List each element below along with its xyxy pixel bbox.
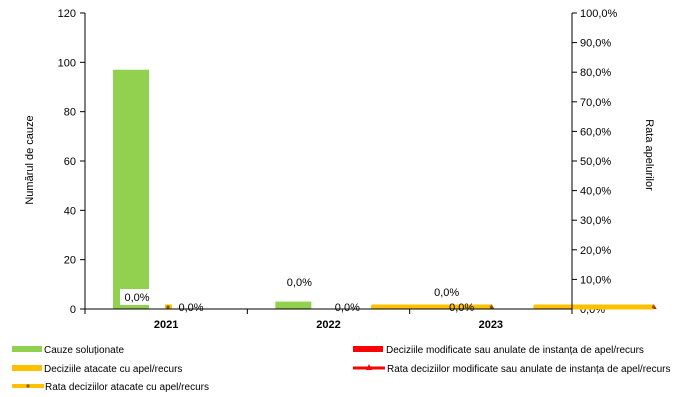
axes bbox=[85, 13, 572, 309]
line-marker bbox=[166, 305, 169, 308]
series-lines bbox=[165, 304, 657, 309]
legend: Cauze soluționate Deciziile modificate s… bbox=[12, 345, 671, 393]
legend-swatch-orange bbox=[12, 365, 42, 371]
y2-tick-label: 20,0% bbox=[580, 245, 611, 257]
legend-swatch-green bbox=[12, 346, 42, 352]
legend-label: Deciziile modificate sau anulate de inst… bbox=[386, 345, 644, 356]
data-label: 0,0% bbox=[178, 302, 203, 314]
x-tick-label: 2022 bbox=[316, 319, 340, 331]
y-axis-title: Numărul de cauze bbox=[24, 115, 36, 204]
line-marker bbox=[652, 305, 655, 308]
y-tick-label: 40 bbox=[64, 205, 76, 217]
y2-tick-label: 60,0% bbox=[580, 126, 611, 138]
y-tick-label: 100 bbox=[58, 57, 76, 69]
y-axis-right: 0,0%10,0%20,0%30,0%40,0%50,0%60,0%70,0%8… bbox=[572, 8, 618, 316]
x-tick-label: 2023 bbox=[479, 319, 503, 331]
y2-tick-label: 10,0% bbox=[580, 274, 611, 286]
bar bbox=[113, 70, 149, 309]
bar bbox=[275, 302, 311, 309]
y2-tick-label: 80,0% bbox=[580, 67, 611, 79]
data-label: 0,0% bbox=[287, 277, 312, 289]
data-label: 0,0% bbox=[124, 292, 149, 304]
y-tick-label: 120 bbox=[58, 8, 76, 20]
y-tick-label: 0 bbox=[70, 304, 76, 316]
y2-axis-title: Rata apelurilor bbox=[643, 119, 655, 191]
legend-label: Cauze soluționate bbox=[44, 345, 124, 356]
legend-marker-orange bbox=[26, 384, 29, 387]
legend-item-deciziile-atacate: Deciziile atacate cu apel/recurs bbox=[12, 364, 182, 375]
legend-swatch-red bbox=[353, 346, 383, 352]
legend-label: Rata deciziilor atacate cu apel/recurs bbox=[45, 382, 209, 393]
y-tick-label: 80 bbox=[64, 107, 76, 119]
y-axis-left: 0 20 40 60 80 100 120 bbox=[58, 8, 85, 316]
data-label: 0,0% bbox=[449, 302, 474, 314]
data-label: 0,0% bbox=[335, 302, 360, 314]
y2-tick-label: 50,0% bbox=[580, 156, 611, 168]
y2-tick-label: 70,0% bbox=[580, 97, 611, 109]
y2-tick-label: 90,0% bbox=[580, 38, 611, 50]
y2-tick-label: 30,0% bbox=[580, 215, 611, 227]
legend-item-rata-atacate: Rata deciziilor atacate cu apel/recurs bbox=[12, 382, 209, 393]
y2-tick-label: 100,0% bbox=[580, 8, 618, 20]
y2-tick-label: 40,0% bbox=[580, 186, 611, 198]
x-axis: 2021 2022 2023 bbox=[85, 309, 572, 331]
x-tick-label: 2021 bbox=[154, 319, 178, 331]
y-tick-label: 20 bbox=[64, 255, 76, 267]
legend-label: Rata deciziilor modificate sau anulate d… bbox=[387, 364, 671, 375]
legend-item-deciziile-modificate: Deciziile modificate sau anulate de inst… bbox=[353, 345, 644, 356]
legend-item-rata-modificate: Rata deciziilor modificate sau anulate d… bbox=[353, 364, 671, 375]
legend-item-cauze-solutionate: Cauze soluționate bbox=[12, 345, 124, 356]
data-label: 0,0% bbox=[434, 287, 459, 299]
y-tick-label: 60 bbox=[64, 156, 76, 168]
bars bbox=[113, 70, 311, 309]
line-marker bbox=[490, 305, 493, 308]
legend-label: Deciziile atacate cu apel/recurs bbox=[44, 364, 182, 375]
